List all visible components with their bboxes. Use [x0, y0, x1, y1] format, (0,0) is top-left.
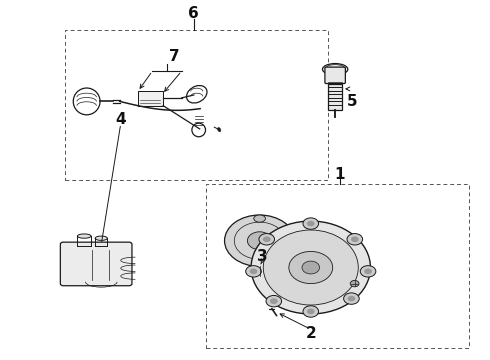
- Bar: [206, 184, 469, 348]
- Text: 4: 4: [116, 112, 126, 127]
- Ellipse shape: [322, 64, 348, 75]
- Text: 7: 7: [169, 49, 180, 64]
- Ellipse shape: [303, 306, 318, 317]
- Text: 6: 6: [189, 6, 199, 21]
- FancyBboxPatch shape: [60, 242, 132, 286]
- Circle shape: [263, 237, 270, 242]
- Ellipse shape: [263, 230, 358, 305]
- Ellipse shape: [343, 293, 359, 304]
- Bar: [138, 91, 163, 107]
- Text: 3: 3: [257, 249, 268, 264]
- Circle shape: [347, 296, 355, 301]
- Ellipse shape: [95, 236, 107, 240]
- Circle shape: [351, 237, 359, 242]
- Ellipse shape: [254, 215, 266, 222]
- Circle shape: [289, 251, 333, 284]
- Ellipse shape: [251, 221, 370, 314]
- Bar: [328, 84, 343, 111]
- Text: 2: 2: [305, 326, 316, 341]
- Ellipse shape: [347, 234, 363, 245]
- Ellipse shape: [259, 234, 274, 245]
- Text: 5: 5: [347, 94, 358, 109]
- Ellipse shape: [245, 266, 261, 277]
- Circle shape: [307, 221, 315, 226]
- Ellipse shape: [218, 127, 221, 132]
- Ellipse shape: [77, 234, 91, 238]
- Circle shape: [307, 309, 315, 314]
- Text: 1: 1: [335, 167, 345, 182]
- Ellipse shape: [350, 280, 359, 287]
- Circle shape: [249, 269, 257, 274]
- Ellipse shape: [266, 296, 282, 307]
- Ellipse shape: [303, 218, 318, 229]
- Circle shape: [247, 232, 272, 249]
- Circle shape: [364, 269, 372, 274]
- Bar: [65, 30, 328, 180]
- FancyBboxPatch shape: [325, 67, 345, 84]
- Circle shape: [224, 215, 294, 266]
- Circle shape: [270, 298, 278, 304]
- Ellipse shape: [360, 266, 376, 277]
- Circle shape: [302, 261, 319, 274]
